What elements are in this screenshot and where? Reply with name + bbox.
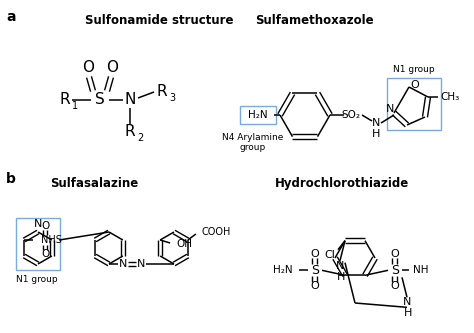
- Text: H: H: [372, 129, 380, 139]
- Text: group: group: [240, 143, 266, 152]
- Text: R: R: [60, 93, 70, 108]
- Text: O: O: [41, 249, 49, 259]
- Text: N: N: [372, 118, 380, 128]
- Text: O: O: [391, 249, 400, 259]
- Text: OH: OH: [176, 239, 192, 249]
- Text: Cl: Cl: [325, 250, 336, 260]
- Text: b: b: [6, 172, 16, 186]
- Text: 3: 3: [169, 93, 175, 103]
- Text: O: O: [310, 281, 319, 291]
- Text: O: O: [410, 80, 419, 90]
- Text: N: N: [119, 259, 127, 269]
- Text: CH₃: CH₃: [440, 92, 460, 102]
- Text: S: S: [311, 264, 319, 277]
- Text: R: R: [157, 85, 167, 100]
- Text: NH: NH: [413, 265, 428, 275]
- Text: NHS: NHS: [41, 235, 62, 245]
- Text: N: N: [124, 93, 136, 108]
- Text: N: N: [386, 104, 394, 114]
- Text: N4 Arylamine: N4 Arylamine: [222, 133, 283, 142]
- Text: N: N: [403, 297, 411, 307]
- Text: SO₂: SO₂: [341, 110, 361, 120]
- Text: a: a: [6, 10, 16, 24]
- Text: 2: 2: [137, 133, 143, 143]
- Text: N: N: [34, 219, 42, 229]
- Text: R: R: [125, 125, 135, 140]
- Text: COOH: COOH: [202, 227, 231, 237]
- Bar: [16, 218, 60, 270]
- Text: Sulfonamide structure: Sulfonamide structure: [85, 14, 234, 27]
- Text: N1 group: N1 group: [16, 275, 58, 284]
- Text: H: H: [404, 308, 412, 318]
- Text: H₂N: H₂N: [248, 110, 268, 120]
- Text: 1: 1: [72, 101, 78, 111]
- Text: O: O: [41, 221, 49, 231]
- Text: O: O: [106, 61, 118, 76]
- Text: Sulfamethoxazole: Sulfamethoxazole: [255, 14, 374, 27]
- Text: N1 group: N1 group: [393, 66, 435, 75]
- Text: H: H: [337, 272, 345, 282]
- Text: S: S: [391, 264, 399, 277]
- Text: S: S: [95, 93, 105, 108]
- Text: Sulfasalazine: Sulfasalazine: [50, 177, 138, 190]
- Text: H₂N: H₂N: [273, 265, 293, 275]
- Text: O: O: [391, 281, 400, 291]
- Text: N: N: [336, 261, 344, 271]
- Text: O: O: [82, 61, 94, 76]
- Bar: [387, 78, 441, 130]
- Text: N: N: [137, 259, 145, 269]
- Bar: [240, 106, 276, 124]
- Text: O: O: [310, 249, 319, 259]
- Text: Hydrochlorothiazide: Hydrochlorothiazide: [275, 177, 409, 190]
